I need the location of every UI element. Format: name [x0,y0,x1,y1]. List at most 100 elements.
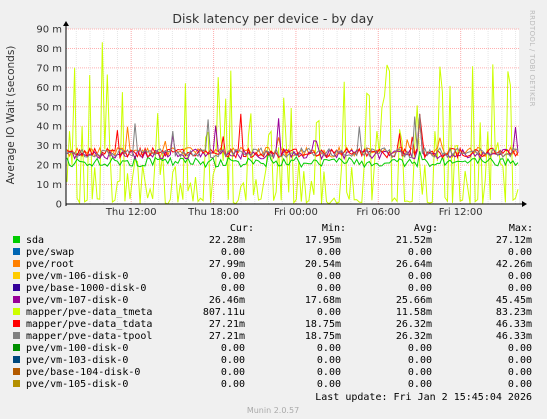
y-tick-label: 90 m [36,25,62,36]
legend-name-pve-vm-106-disk-0: pve/vm-106-disk-0 [26,271,128,282]
legend-max-mapper-pve-data-tmeta: 83.23m [496,307,532,318]
series-line-pve-vm-107-disk-0 [66,115,519,161]
chart-title: Disk latency per device - by day [172,11,374,26]
legend-cur-pve-swap: 0.00 [221,247,245,258]
legend-swatch-pve-swap [13,248,20,255]
x-tick-label: Fri 00:00 [274,207,318,218]
legend-avg-pve-root: 26.64m [396,259,432,270]
legend-swatch-pve-vm-106-disk-0 [13,272,20,279]
legend-cur-sda: 22.28m [209,235,245,246]
legend-max-pve-swap: 0.00 [508,247,532,258]
legend-avg-pve-vm-105-disk-0: 0.00 [408,379,432,390]
legend-cur-pve-root: 27.99m [209,259,245,270]
legend-swatch-pve-base-1000-disk-0 [13,284,20,291]
axes [63,21,527,207]
y-tick-label: 60 m [36,83,62,94]
legend-max-pve-vm-107-disk-0: 45.45m [496,295,532,306]
legend-min-pve-root: 20.54m [305,259,341,270]
legend-swatch-mapper-pve-data-tmeta [13,308,20,315]
legend-header-min: Min: [322,223,346,234]
legend-min-mapper-pve-data-tdata: 18.75m [305,319,341,330]
y-tick-label: 50 m [36,102,62,113]
legend-name-mapper-pve-data-tmeta: mapper/pve-data_tmeta [26,307,152,318]
y-tick-label: 80 m [36,44,62,55]
legend-max-mapper-pve-data-tdata: 46.33m [496,319,532,330]
legend-max-pve-vm-103-disk-0: 0.00 [508,355,532,366]
last-update: Last update: Fri Jan 2 15:45:04 2026 [315,392,532,403]
y-tick-label: 40 m [36,122,62,133]
y-axis-arrow [63,21,69,26]
legend-cur-pve-vm-107-disk-0: 26.46m [209,295,245,306]
rrdtool-side-label: RRDTOOL / TOBI OETIKER [528,10,536,107]
legend-min-pve-vm-105-disk-0: 0.00 [317,379,341,390]
legend-avg-pve-base-104-disk-0: 0.00 [408,367,432,378]
legend-swatch-pve-vm-105-disk-0 [13,380,20,387]
legend-avg-mapper-pve-data-tpool: 26.32m [396,331,432,342]
y-tick-label: 10 m [36,180,62,191]
series-line-mapper-pve-data-tdata [66,113,519,160]
legend-avg-pve-vm-107-disk-0: 25.66m [396,295,432,306]
legend-cur-mapper-pve-data-tdata: 27.21m [209,319,245,330]
legend-min-mapper-pve-data-tpool: 18.75m [305,331,341,342]
legend-min-mapper-pve-data-tmeta: 0.00 [317,307,341,318]
y-tick-label: 20 m [36,161,62,172]
legend-max-mapper-pve-data-tpool: 46.33m [496,331,532,342]
legend-min-pve-vm-103-disk-0: 0.00 [317,355,341,366]
legend-max-pve-vm-105-disk-0: 0.00 [508,379,532,390]
x-tick-label: Fri 06:00 [356,207,400,218]
legend-cur-mapper-pve-data-tpool: 27.21m [209,331,245,342]
legend-swatch-pve-vm-103-disk-0 [13,356,20,363]
legend-name-pve-vm-107-disk-0: pve/vm-107-disk-0 [26,295,128,306]
series-lines [66,42,519,205]
legend-avg-mapper-pve-data-tdata: 26.32m [396,319,432,330]
legend-swatch-mapper-pve-data-tpool [13,332,20,339]
x-tick-labels: Thu 12:00 Thu 18:00 Fri 00:00 Fri 06:00 Fri … [105,207,483,218]
legend-max-pve-root: 42.26m [496,259,532,270]
legend-name-sda: sda [26,235,44,246]
legend-cur-pve-base-104-disk-0: 0.00 [221,367,245,378]
legend-min-pve-vm-107-disk-0: 17.68m [305,295,341,306]
legend-swatch-pve-base-104-disk-0 [13,368,20,375]
legend-name-pve-vm-100-disk-0: pve/vm-100-disk-0 [26,343,128,354]
legend-max-sda: 27.12m [496,235,532,246]
legend-min-pve-base-104-disk-0: 0.00 [317,367,341,378]
legend-min-sda: 17.95m [305,235,341,246]
y-tick-label: 30 m [36,141,62,152]
legend-swatch-mapper-pve-data-tdata [13,320,20,327]
legend-name-pve-vm-103-disk-0: pve/vm-103-disk-0 [26,355,128,366]
legend: Cur: Min: Avg: Max: sda 22.28m 17.95m 21.52… [13,223,533,390]
y-tick-label: 0 [56,200,62,211]
series-line-pve-root [66,121,519,159]
legend-cur-mapper-pve-data-tmeta: 807.11u [203,307,245,318]
legend-min-pve-base-1000-disk-0: 0.00 [317,283,341,294]
legend-cur-pve-vm-100-disk-0: 0.00 [221,343,245,354]
legend-max-pve-base-1000-disk-0: 0.00 [508,283,532,294]
legend-avg-pve-vm-106-disk-0: 0.00 [408,271,432,282]
legend-cur-pve-vm-106-disk-0: 0.00 [221,271,245,282]
legend-cur-pve-vm-103-disk-0: 0.00 [221,355,245,366]
legend-avg-mapper-pve-data-tmeta: 11.58m [396,307,432,318]
y-tick-label: 70 m [36,63,62,74]
series-line-sda [66,151,519,169]
munin-footer: Munin 2.0.57 [247,406,299,415]
legend-avg-pve-base-1000-disk-0: 0.00 [408,283,432,294]
x-tick-label: Thu 12:00 [105,207,157,218]
legend-swatch-pve-vm-107-disk-0 [13,296,20,303]
y-axis-label: Average IO Wait (seconds) [5,46,17,185]
legend-avg-pve-vm-100-disk-0: 0.00 [408,343,432,354]
legend-min-pve-swap: 0.00 [317,247,341,258]
y-tick-labels: 0 10 m 20 m 30 m 40 m 50 m 60 m 70 m 80 m 90 m [36,25,62,211]
legend-header-avg: Avg: [414,223,438,234]
legend-cur-pve-vm-105-disk-0: 0.00 [221,379,245,390]
legend-header-cur: Cur: [230,223,254,234]
legend-name-pve-base-104-disk-0: pve/base-104-disk-0 [26,367,140,378]
legend-name-mapper-pve-data-tdata: mapper/pve-data_tdata [26,319,152,330]
x-tick-label: Thu 18:00 [187,207,239,218]
legend-max-pve-base-104-disk-0: 0.00 [508,367,532,378]
legend-min-pve-vm-100-disk-0: 0.00 [317,343,341,354]
legend-swatch-pve-root [13,260,20,267]
x-axis-arrow [522,201,527,207]
legend-min-pve-vm-106-disk-0: 0.00 [317,271,341,282]
legend-max-pve-vm-100-disk-0: 0.00 [508,343,532,354]
